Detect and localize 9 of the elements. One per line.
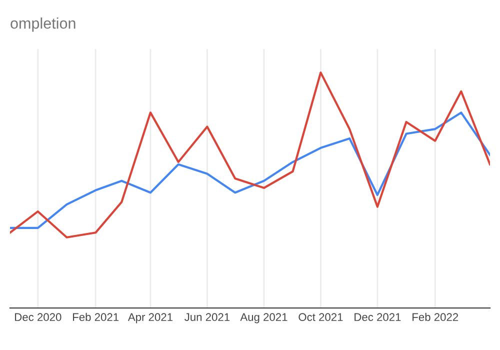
x-tick-label: Feb 2022 xyxy=(412,312,458,322)
x-tick-label: Feb 2021 xyxy=(73,312,119,322)
x-tick-label: Dec 2020 xyxy=(15,313,62,322)
x-tick-label: Jun 2021 xyxy=(184,313,230,322)
x-tick-label: Aug 2021 xyxy=(240,313,288,324)
chart-title: ompletion xyxy=(10,18,76,32)
x-tick-label: Apr 2021 xyxy=(128,313,172,324)
x-tick-label: Dec 2021 xyxy=(354,313,401,322)
x-tick-label: Oct 2021 xyxy=(298,313,343,322)
